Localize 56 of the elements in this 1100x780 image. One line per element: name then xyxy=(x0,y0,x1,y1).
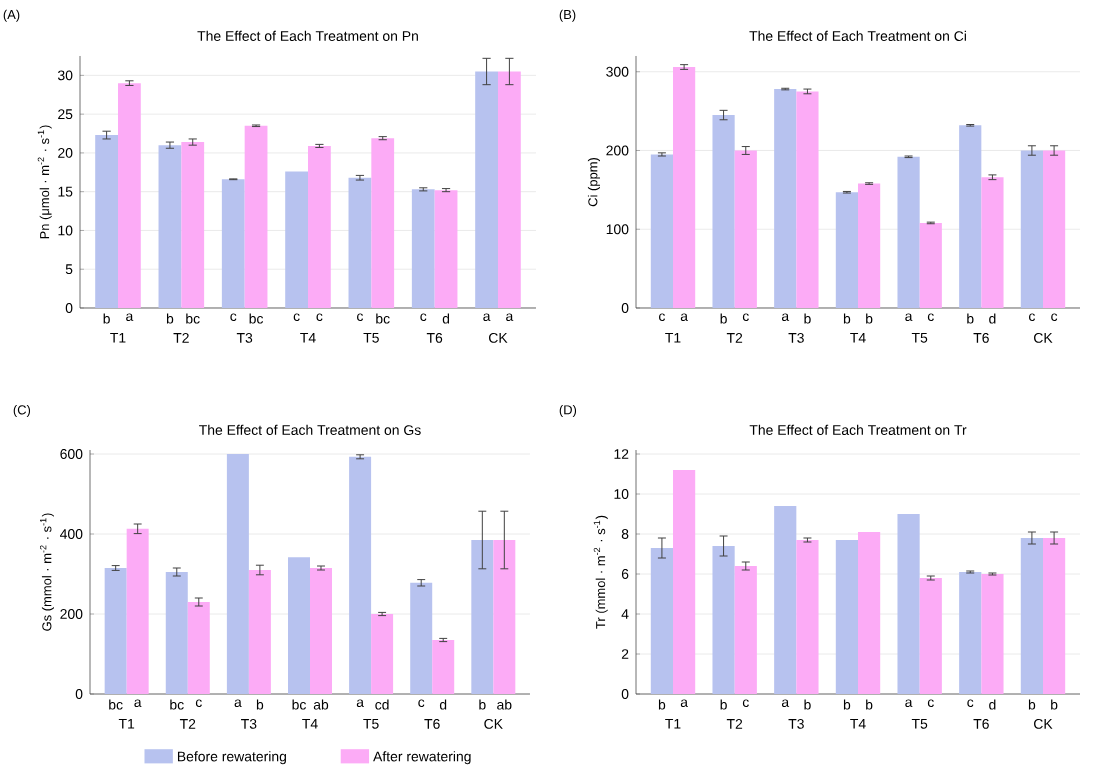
bar xyxy=(981,574,1004,694)
bar xyxy=(796,91,819,308)
bar xyxy=(1043,150,1066,308)
bar xyxy=(835,192,858,308)
bar xyxy=(650,154,674,308)
bar xyxy=(244,125,268,308)
bar xyxy=(835,540,858,694)
bar xyxy=(673,470,696,694)
bar xyxy=(165,572,188,694)
bar xyxy=(497,71,521,308)
bar xyxy=(371,138,395,308)
bar xyxy=(411,189,435,308)
bar xyxy=(774,89,797,308)
bar xyxy=(796,540,819,694)
bar xyxy=(493,540,516,694)
bar xyxy=(126,528,149,694)
bar xyxy=(1043,538,1066,694)
bar xyxy=(981,177,1004,308)
bar xyxy=(285,171,308,308)
bar xyxy=(734,150,757,308)
bar xyxy=(1020,538,1043,694)
bar xyxy=(919,222,942,308)
bar xyxy=(434,190,458,308)
bar xyxy=(118,83,141,308)
bar xyxy=(897,156,920,308)
bar xyxy=(432,640,455,694)
bar xyxy=(650,548,674,694)
bar xyxy=(734,566,757,694)
bar xyxy=(959,572,982,694)
bar xyxy=(858,532,881,694)
bar xyxy=(309,568,332,694)
bar xyxy=(95,135,118,308)
bar xyxy=(858,183,881,308)
bar xyxy=(349,456,372,694)
bar xyxy=(712,546,735,694)
bar xyxy=(158,145,182,308)
bar xyxy=(221,179,245,308)
bar xyxy=(187,602,210,694)
bar xyxy=(371,614,394,694)
bar xyxy=(104,568,127,694)
bar xyxy=(774,506,797,694)
bar xyxy=(307,145,331,308)
bar xyxy=(475,71,498,308)
bar xyxy=(1020,150,1043,308)
bar xyxy=(712,115,735,308)
bar xyxy=(897,514,920,694)
bar xyxy=(471,540,494,694)
bar xyxy=(410,582,433,694)
bar xyxy=(673,67,696,308)
bar xyxy=(181,142,205,308)
bar xyxy=(919,578,942,694)
bar xyxy=(248,570,271,694)
bar xyxy=(226,454,249,694)
bar xyxy=(287,557,310,694)
bar xyxy=(959,125,982,308)
bar xyxy=(348,177,372,308)
